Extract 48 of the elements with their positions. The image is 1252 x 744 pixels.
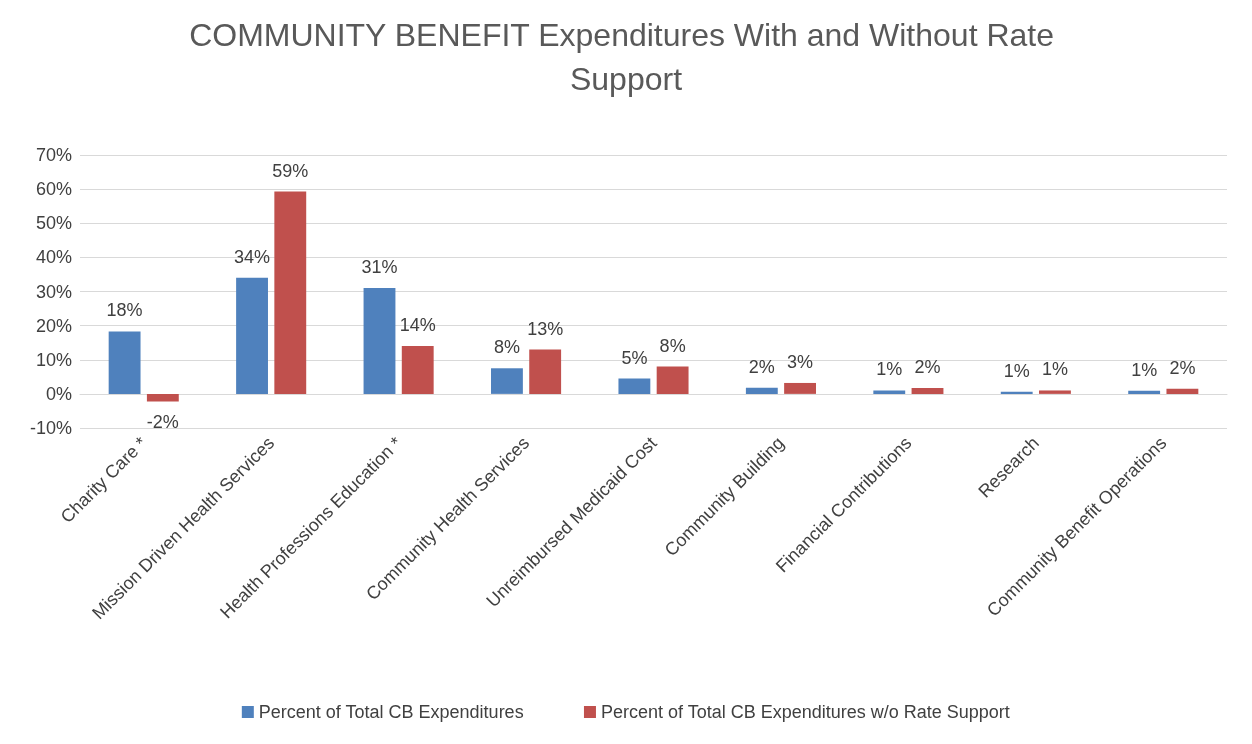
bar: [1166, 388, 1199, 394]
bar: [274, 191, 307, 394]
bar: [1039, 390, 1071, 394]
data-label: 8%: [493, 337, 520, 358]
bar: [146, 393, 179, 402]
data-label: 1%: [1041, 359, 1068, 380]
bar: [1128, 390, 1161, 394]
data-label: 2%: [748, 356, 775, 377]
legend-label: Percent of Total CB Expenditures: [258, 702, 524, 722]
bar: [784, 382, 816, 394]
data-label: 31%: [361, 257, 398, 278]
data-label: 14%: [399, 315, 436, 336]
y-tick-label: 10%: [35, 349, 72, 370]
y-tick-label: 70%: [35, 145, 72, 165]
data-label: -2%: [146, 412, 179, 433]
data-label: 34%: [234, 246, 271, 267]
data-label: 8%: [659, 335, 686, 356]
y-tick-label: 0%: [45, 383, 72, 404]
data-label: 5%: [621, 347, 648, 368]
y-tick-label: 50%: [35, 213, 72, 234]
bar: [745, 387, 778, 394]
bar: [108, 331, 141, 394]
bar: [491, 368, 523, 394]
bar: [1000, 391, 1033, 394]
data-label: 13%: [527, 318, 564, 339]
bar: [911, 388, 944, 394]
data-label: 18%: [106, 300, 143, 321]
legend-label: Percent of Total CB Expenditures w/o Rate Support: [600, 702, 1010, 722]
y-tick-label: 30%: [35, 281, 72, 302]
chart-title: COMMUNITY BENEFIT Expenditures With and Without Rate Support: [189, 17, 1063, 97]
data-label: 1%: [1131, 359, 1158, 380]
y-tick-label: 40%: [35, 247, 72, 268]
bar: [236, 277, 268, 394]
data-label: 1%: [1003, 360, 1030, 381]
data-label: 59%: [272, 160, 309, 181]
bar: [401, 346, 434, 394]
y-tick-label: -10%: [29, 418, 72, 438]
data-label: 2%: [914, 357, 941, 378]
y-tick-label: 20%: [35, 315, 72, 336]
bar: [363, 288, 396, 394]
data-label: 1%: [876, 359, 903, 380]
y-tick-label: 60%: [35, 179, 72, 200]
data-label: 3%: [787, 351, 814, 372]
bar: [529, 349, 562, 394]
bar: [656, 366, 689, 394]
data-label: 2%: [1169, 357, 1196, 378]
bar: [873, 390, 906, 394]
bar: [618, 378, 651, 394]
